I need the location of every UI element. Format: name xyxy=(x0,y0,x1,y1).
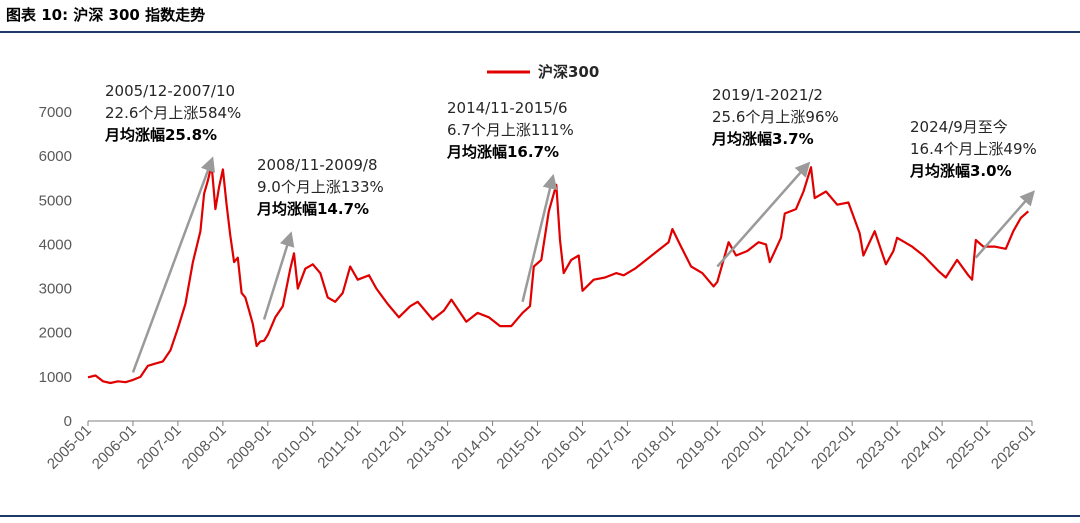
annotation-line: 9.0个月上涨133% xyxy=(257,178,384,196)
x-tick-label: 2015-01 xyxy=(493,422,544,473)
x-tick-label: 2020-01 xyxy=(718,422,769,473)
x-tick-label: 2021-01 xyxy=(763,422,814,473)
x-tick-label: 2007-01 xyxy=(134,422,185,473)
annotation-arrow xyxy=(262,231,295,320)
x-tick-label: 2017-01 xyxy=(583,422,634,473)
x-tick-label: 2010-01 xyxy=(269,422,320,473)
x-tick-label: 2019-01 xyxy=(673,422,724,473)
annotation-line: 2019/1-2021/2 xyxy=(712,86,823,104)
x-tick-label: 2006-01 xyxy=(89,422,140,473)
bottom-divider xyxy=(0,515,1080,517)
annotation-line: 25.6个月上涨96% xyxy=(712,108,839,126)
y-tick-label: 1000 xyxy=(39,369,72,386)
x-tick-label: 2009-01 xyxy=(224,422,275,473)
x-tick-label: 2025-01 xyxy=(943,422,994,473)
x-axis: 2005-012006-012007-012008-012009-012010-… xyxy=(44,420,1039,473)
annotation-line: 6.7个月上涨111% xyxy=(447,121,574,139)
annotation-line: 2005/12-2007/10 xyxy=(105,82,235,100)
annotation-line: 16.4个月上涨49% xyxy=(910,140,1037,158)
annotation-bold: 月均涨幅3.7% xyxy=(711,130,814,148)
figure-caption: 图表 10: 沪深 300 指数走势 xyxy=(6,6,206,24)
annotation-arrow xyxy=(131,156,215,373)
annotation-arrow xyxy=(716,161,811,268)
y-tick-label: 4000 xyxy=(39,236,72,253)
x-tick-label: 2026-01 xyxy=(988,422,1039,473)
chart-legend: 沪深300 xyxy=(487,63,599,81)
x-tick-label: 2023-01 xyxy=(853,422,904,473)
y-tick-label: 7000 xyxy=(39,104,72,121)
annotation-line: 2024/9月至今 xyxy=(910,118,1008,136)
annotation-line: 2008/11-2009/8 xyxy=(257,156,378,174)
y-tick-label: 0 xyxy=(64,413,72,430)
annotation-arrow xyxy=(974,190,1035,259)
y-tick-label: 3000 xyxy=(39,281,72,298)
x-tick-label: 2013-01 xyxy=(403,422,454,473)
legend-label: 沪深300 xyxy=(538,63,599,81)
x-tick-label: 2016-01 xyxy=(538,422,589,473)
x-tick-label: 2014-01 xyxy=(448,422,499,473)
y-tick-label: 6000 xyxy=(39,148,72,165)
annotation-line: 2014/11-2015/6 xyxy=(447,99,568,117)
annotation-bold: 月均涨幅25.8% xyxy=(104,126,217,144)
x-tick-label: 2024-01 xyxy=(898,422,949,473)
x-tick-label: 2022-01 xyxy=(808,422,859,473)
annotation-bold: 月均涨幅14.7% xyxy=(256,200,369,218)
caption-divider xyxy=(0,31,1080,33)
x-tick-label: 2018-01 xyxy=(628,422,679,473)
x-tick-label: 2012-01 xyxy=(359,422,410,473)
y-axis: 0 1000 2000 3000 4000 5000 6000 7000 xyxy=(39,104,72,430)
annotations-group: 2005/12-2007/10 22.6个月上涨584% 月均涨幅25.8% 2008… xyxy=(104,82,1037,373)
annotation-bold: 月均涨幅16.7% xyxy=(446,143,559,161)
series-group xyxy=(87,163,1030,385)
y-tick-label: 2000 xyxy=(39,325,72,342)
annotation-bold: 月均涨幅3.0% xyxy=(909,162,1012,180)
y-tick-label: 5000 xyxy=(39,192,72,209)
x-tick-label: 2008-01 xyxy=(179,422,230,473)
series-line-hs300 xyxy=(87,163,1030,385)
x-tick-label: 2011-01 xyxy=(314,422,364,472)
annotation-arrow xyxy=(521,173,558,303)
annotation-line: 22.6个月上涨584% xyxy=(105,104,241,122)
